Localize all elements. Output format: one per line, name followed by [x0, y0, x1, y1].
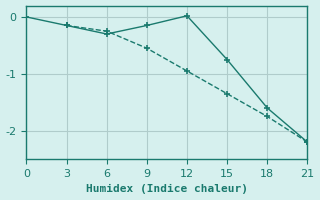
X-axis label: Humidex (Indice chaleur): Humidex (Indice chaleur) — [86, 184, 248, 194]
